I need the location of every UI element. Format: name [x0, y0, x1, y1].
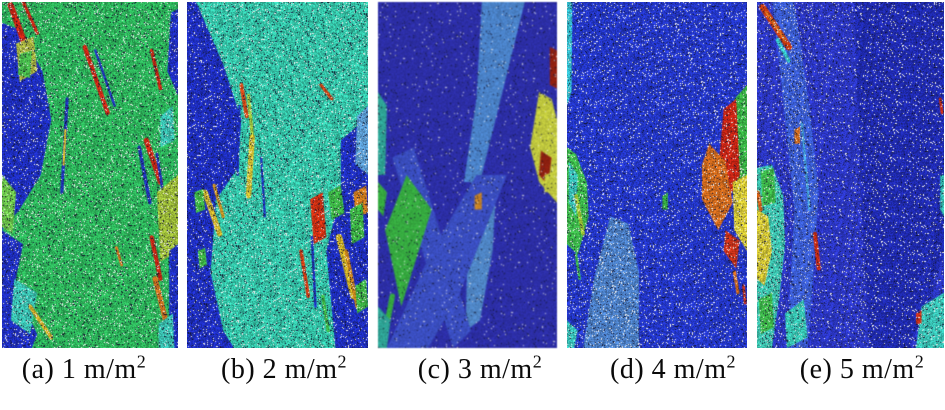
panel-d-caption-superscript: 2 — [726, 351, 736, 372]
panel-e-image — [757, 2, 944, 348]
panel-d-caption-text: (d) 4 m/m — [610, 354, 727, 385]
panel-a-caption: (a) 1 m/m2 — [0, 351, 179, 386]
panel-e — [757, 2, 944, 348]
panel-c-caption-text: (c) 3 m/m — [417, 354, 533, 385]
panel-b-caption: (b) 2 m/m2 — [189, 351, 379, 386]
panel-b-caption-superscript: 2 — [337, 351, 347, 372]
panel-a — [2, 2, 178, 348]
panel-c — [378, 2, 557, 348]
panel-b-image — [187, 2, 368, 348]
panel-a-caption-superscript: 2 — [136, 351, 147, 372]
panel-d-image — [567, 2, 747, 348]
panel-b — [187, 2, 368, 348]
panel-e-caption-text: (e) 5 m/m — [799, 354, 915, 385]
panel-a-caption-text: (a) 1 m/m — [21, 354, 137, 385]
panel-b-caption-text: (b) 2 m/m — [221, 354, 338, 385]
panel-c-caption-superscript: 2 — [532, 351, 543, 372]
panel-d — [567, 2, 747, 348]
panel-e-caption: (e) 5 m/m2 — [767, 351, 945, 386]
panel-d-caption: (d) 4 m/m2 — [578, 351, 768, 386]
panel-e-caption-superscript: 2 — [914, 351, 925, 372]
panel-c-image — [378, 2, 557, 348]
panel-c-caption: (c) 3 m/m2 — [385, 351, 575, 386]
panel-a-image — [2, 2, 178, 348]
